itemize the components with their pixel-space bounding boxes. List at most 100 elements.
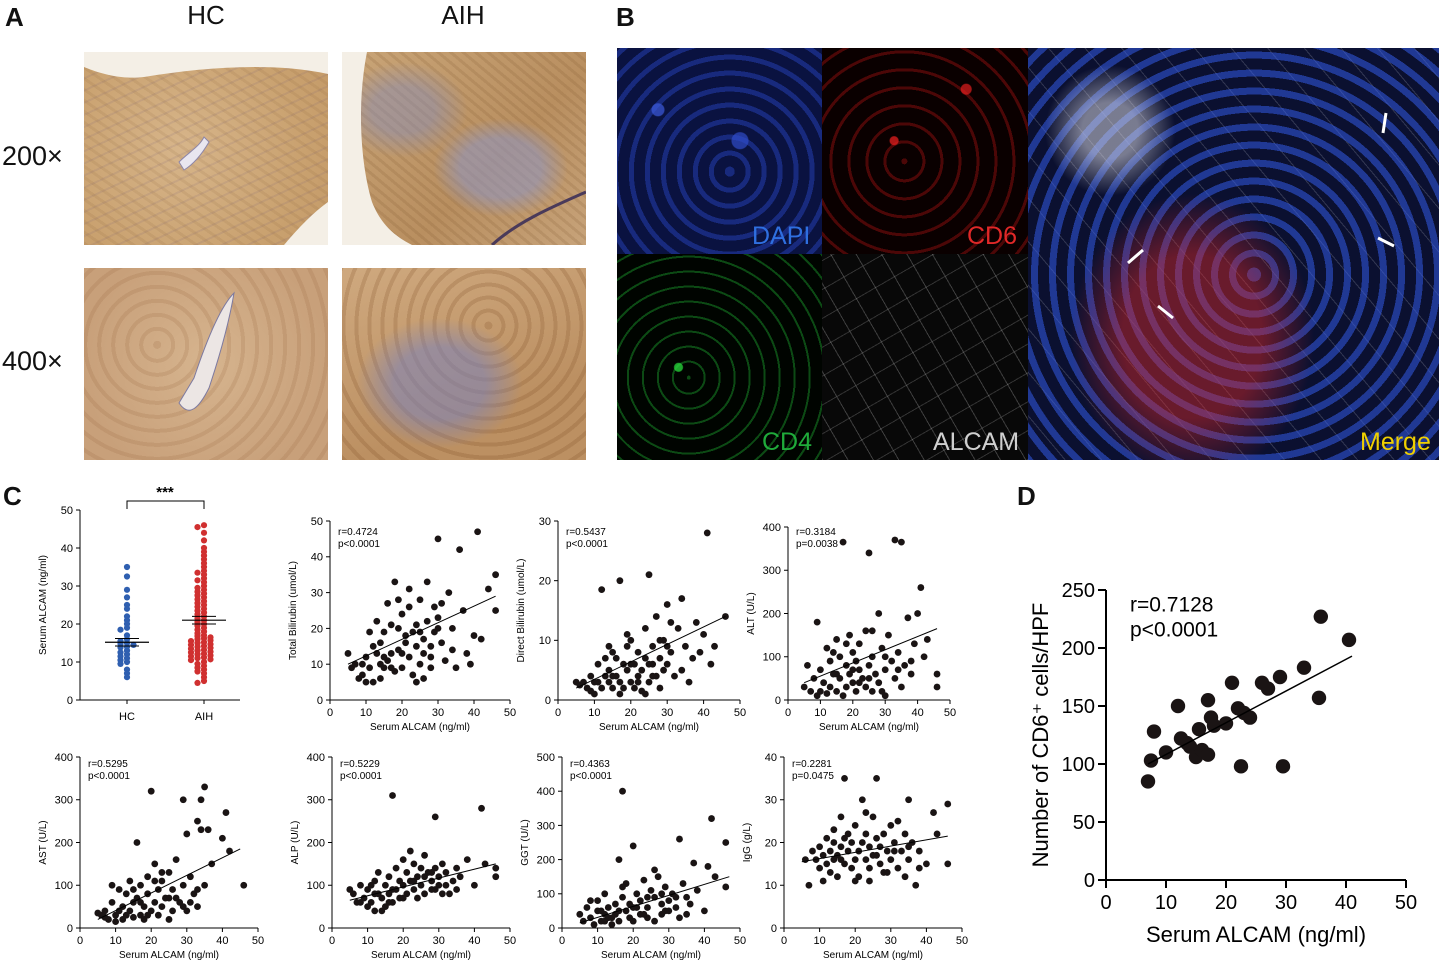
data-point (594, 678, 602, 686)
x-tick-label: 0 (329, 935, 335, 947)
data-point (820, 679, 828, 687)
data-point (873, 774, 880, 782)
x-tick-label: 10 (591, 935, 603, 947)
data-point (894, 649, 902, 656)
data-point (387, 650, 395, 657)
data-point (385, 898, 393, 906)
data-point (133, 839, 141, 846)
data-point (122, 890, 130, 898)
data-point (807, 687, 815, 695)
data-point (816, 864, 823, 872)
data-point (683, 910, 690, 918)
data-point (463, 650, 471, 657)
correlation-r-label: r=0.2281 (792, 759, 832, 770)
data-point (200, 677, 208, 685)
data-point (862, 809, 870, 816)
data-point (692, 619, 700, 626)
data-point (894, 864, 902, 872)
data-point (654, 873, 662, 881)
data-point (616, 678, 624, 686)
data-point (423, 617, 431, 625)
data-point (608, 921, 616, 928)
data-point (130, 886, 137, 893)
x-tick-label: 50 (734, 707, 746, 719)
y-axis-label: Direct Bilirubin (umol/L) (516, 559, 527, 663)
data-point (492, 873, 500, 881)
scatter-chart-c-tbil: 0 10 20 30 40 50 0 10 20 30 40 50 Serum ALCAM (ng/ml… (288, 516, 516, 733)
regression-line (804, 628, 938, 684)
micrograph-hc-200x (84, 52, 328, 245)
data-point (194, 679, 201, 687)
data-point (887, 822, 895, 829)
data-point (137, 881, 144, 889)
correlation-r-label: r=0.4724 (338, 527, 378, 538)
data-point (1170, 698, 1186, 714)
data-point (933, 670, 941, 678)
y-tick-label: 200 (537, 854, 555, 866)
data-point (123, 573, 131, 580)
x-tick-label: 10 (109, 935, 121, 947)
data-point (194, 569, 201, 576)
data-point (434, 614, 442, 622)
y-tick-label: 0 (549, 923, 555, 935)
data-point (634, 648, 642, 656)
x-tick-label: 0 (781, 935, 787, 947)
data-point (1146, 724, 1162, 739)
data-point (117, 660, 124, 668)
data-point (371, 907, 379, 915)
data-point (686, 900, 694, 908)
x-tick-label: 50 (956, 935, 968, 947)
data-point (905, 796, 912, 804)
data-point (201, 881, 209, 889)
arrow-icon (1157, 304, 1174, 320)
y-tick-label: 400 (307, 752, 325, 764)
data-point (661, 907, 669, 915)
data-point (172, 894, 180, 902)
col-header-aih: AIH (441, 0, 485, 30)
data-point (826, 847, 834, 855)
data-point (605, 642, 613, 650)
data-point (576, 910, 584, 918)
x-axis-label: Serum ALCAM (ng/ml) (1146, 922, 1366, 947)
y-tick-label: 30 (61, 581, 73, 593)
x-tick-label: 40 (920, 935, 932, 947)
x-tick-label: 40 (697, 707, 709, 719)
data-point (427, 653, 435, 661)
data-point (204, 826, 212, 834)
y-tick-label: 30 (539, 516, 551, 528)
data-point (644, 893, 651, 901)
y-tick-label: 10 (311, 659, 323, 671)
data-point (197, 796, 205, 804)
data-point (865, 662, 873, 669)
data-point (413, 621, 420, 629)
data-point (1224, 675, 1240, 690)
scatter-chart-c-igg: 0 10 20 30 40 50 0 10 20 30 40 Serum ALCAM (ng/ml) I… (742, 752, 968, 961)
data-point (619, 883, 626, 891)
data-point (417, 881, 425, 889)
data-point (441, 657, 449, 665)
data-point (410, 877, 418, 885)
data-point (656, 654, 664, 662)
data-point (446, 890, 453, 898)
y-axis-label: AST (U/L) (38, 820, 49, 864)
data-point (829, 649, 837, 656)
data-point (194, 668, 201, 675)
y-tick-label: 200 (307, 837, 325, 849)
col-header-hc: HC (187, 0, 225, 30)
data-point (627, 636, 635, 644)
data-point (395, 596, 402, 604)
data-point (1272, 669, 1288, 685)
x-tick-label: 0 (327, 707, 333, 719)
data-point (1313, 609, 1329, 624)
data-point (826, 869, 834, 876)
data-point (661, 883, 669, 891)
y-tick-label: 40 (765, 752, 777, 764)
regression-line (801, 835, 948, 863)
data-point (690, 859, 698, 867)
data-point (862, 830, 870, 838)
data-point (492, 864, 500, 872)
data-point (380, 628, 388, 636)
data-point (923, 636, 931, 643)
data-point (194, 524, 201, 531)
y-tick-label: 400 (537, 786, 555, 798)
